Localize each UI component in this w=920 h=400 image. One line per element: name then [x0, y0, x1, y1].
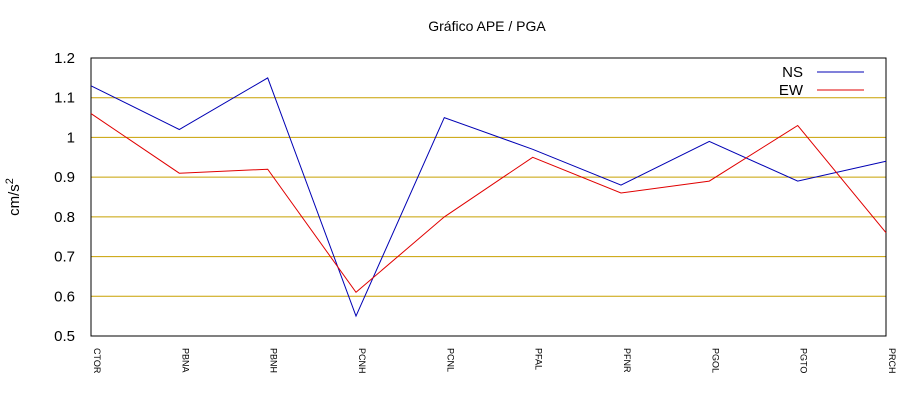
- x-tick-label: PCNH: [357, 348, 367, 374]
- y-tick-label: 0.9: [54, 169, 75, 186]
- y-tick-label: 1.1: [54, 90, 75, 107]
- y-tick-label: 0.5: [54, 328, 75, 345]
- x-tick-label: PBNH: [269, 348, 279, 373]
- y-tick-label: 0.6: [54, 288, 75, 305]
- grid-lines: [91, 97, 886, 297]
- x-axis: CTOR PBNA PBNH PCNH PCNL PFAL PFNR PGOL PGTO PRCH: [92, 348, 897, 374]
- y-axis-label: cm/s2: [4, 178, 23, 216]
- y-tick-label: 1: [67, 129, 75, 146]
- x-tick-label: CTOR: [92, 348, 102, 374]
- y-tick-label: 0.7: [54, 249, 75, 266]
- y-tick-label: 1.2: [54, 50, 75, 67]
- chart-title: Gráfico APE / PGA: [428, 18, 546, 34]
- x-tick-label: PFNR: [622, 348, 632, 373]
- x-tick-label: PRCH: [887, 348, 897, 374]
- y-axis: 0.5 0.6 0.7 0.8 0.9 1 1.1 1.2: [54, 50, 75, 345]
- legend-label-ns: NS: [782, 64, 803, 81]
- series-layer: [90, 77, 887, 318]
- x-tick-label: PGOL: [710, 348, 720, 373]
- legend-label-ew: EW: [779, 82, 804, 99]
- x-tick-label: PGTO: [799, 348, 809, 373]
- y-tick-label: 0.8: [54, 209, 75, 226]
- x-tick-label: PBNA: [180, 348, 190, 373]
- x-tick-label: PFAL: [534, 348, 544, 370]
- x-tick-label: PCNL: [445, 348, 455, 372]
- plot-frame: [90, 57, 887, 337]
- series-line-ns: [90, 77, 887, 318]
- series-line-ew: [90, 113, 887, 294]
